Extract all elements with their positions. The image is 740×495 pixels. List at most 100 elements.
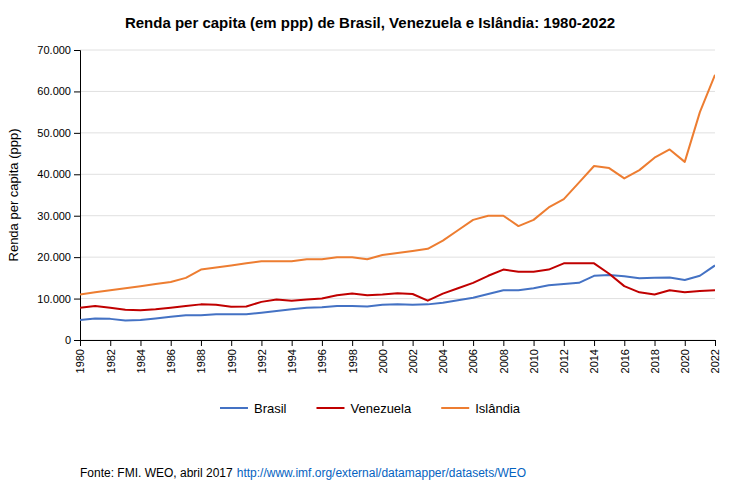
series-line (80, 75, 715, 295)
legend-item: Brasil (220, 401, 287, 416)
y-axis-label: Renda per capita (ppp) (6, 129, 21, 262)
y-tick: 0 (65, 334, 80, 346)
x-tick-label: 1984 (135, 349, 147, 373)
plot: 1980198219841986198819901992199419961998… (6, 44, 721, 373)
y-tick-mark (74, 91, 80, 92)
x-tick-label: 2022 (709, 349, 721, 373)
x-tick-mark (413, 340, 414, 346)
x-tick-label: 2006 (467, 349, 479, 373)
grid-line (80, 257, 715, 258)
x-tick-label: 1986 (165, 349, 177, 373)
x-tick-mark (443, 340, 444, 346)
series-group (80, 75, 715, 321)
legend-label: Islândia (475, 401, 521, 416)
axis-domain (74, 51, 81, 341)
x-tick-mark (564, 340, 565, 346)
axis-domain (81, 341, 716, 347)
source-link[interactable]: http://www.imf.org/external/datamapper/d… (237, 466, 526, 480)
y-tick: 50.000 (37, 127, 80, 139)
x-tick: 1988 (195, 340, 207, 373)
legend: BrasilVenezuelaIslândia (220, 401, 521, 416)
series-line (80, 263, 715, 310)
x-tick: 2010 (528, 340, 540, 373)
x-tick-label: 2004 (437, 349, 449, 373)
x-tick-mark (715, 340, 716, 346)
x-tick-mark (685, 340, 686, 346)
y-tick-label: 20.000 (37, 251, 71, 263)
x-tick: 2016 (619, 340, 631, 373)
source-text: Fonte: FMI. WEO, abril 2017 (80, 466, 233, 480)
x-tick-label: 2016 (619, 349, 631, 373)
x-tick: 1998 (346, 340, 358, 373)
y-tick-mark (74, 216, 80, 217)
x-tick-mark (594, 340, 595, 346)
grid-line (80, 298, 715, 299)
legend-swatch (441, 407, 469, 409)
x-tick-label: 2020 (679, 349, 691, 373)
x-tick-label: 2014 (588, 349, 600, 373)
x-tick: 2002 (407, 340, 419, 373)
y-axis: 0 10.000 20.000 30.000 40.000 50.000 60.000 70.… (37, 44, 80, 346)
x-tick: 2000 (377, 340, 389, 373)
x-tick-label: 1980 (74, 349, 86, 373)
y-tick: 20.000 (37, 251, 80, 263)
legend-swatch (316, 407, 344, 409)
x-tick-label: 2012 (558, 349, 570, 373)
y-tick-label: 30.000 (37, 210, 71, 222)
grid-line (80, 215, 715, 216)
x-tick: 1992 (256, 340, 268, 373)
x-axis: 1980198219841986198819901992199419961998… (74, 340, 721, 373)
y-tick-mark (74, 257, 80, 258)
source-url[interactable]: http://www.imf.org/external/datamapper/d… (237, 466, 526, 480)
x-tick: 2008 (498, 340, 510, 373)
x-tick: 1986 (165, 340, 177, 373)
y-tick-mark (74, 50, 80, 51)
x-tick-label: 1982 (105, 349, 117, 373)
x-tick: 1984 (135, 340, 147, 373)
grid-line (80, 50, 715, 51)
legend-swatch (220, 407, 248, 409)
title: Renda per capita (em ppp) de Brasil, Ven… (125, 14, 615, 31)
y-tick-mark (74, 340, 80, 341)
x-tick-label: 1992 (256, 349, 268, 373)
x-tick: 2022 (709, 340, 721, 373)
x-tick-label: 2018 (649, 349, 661, 373)
x-tick-mark (655, 340, 656, 346)
y-tick-label: 40.000 (37, 168, 71, 180)
x-tick-mark (473, 340, 474, 346)
x-tick-label: 1998 (346, 349, 358, 373)
x-tick-label: 2008 (498, 349, 510, 373)
x-tick-mark (140, 340, 141, 346)
x-tick-mark (534, 340, 535, 346)
x-tick: 1994 (286, 340, 298, 373)
y-tick-mark (74, 174, 80, 175)
y-tick-label: 70.000 (37, 44, 71, 56)
y-tick: 30.000 (37, 210, 80, 222)
x-tick: 2018 (649, 340, 661, 373)
x-tick: 1982 (105, 340, 117, 373)
x-tick-mark (261, 340, 262, 346)
grid-line (80, 132, 715, 133)
x-tick-mark (201, 340, 202, 346)
y-tick-label: 60.000 (37, 85, 71, 97)
y-tick: 60.000 (37, 85, 80, 97)
x-tick: 1980 (74, 340, 86, 373)
legend-label: Brasil (254, 401, 287, 416)
y-tick: 10.000 (37, 293, 80, 305)
x-tick-mark (171, 340, 172, 346)
y-tick-mark (74, 299, 80, 300)
x-tick-mark (231, 340, 232, 346)
x-tick-mark (382, 340, 383, 346)
x-tick-mark (322, 340, 323, 346)
x-tick-label: 2000 (377, 349, 389, 373)
y-tick-label: 0 (65, 334, 71, 346)
y-tick: 40.000 (37, 168, 80, 180)
x-tick-label: 2010 (528, 349, 540, 373)
x-tick-mark (624, 340, 625, 346)
x-tick-mark (503, 340, 504, 346)
grid-line (80, 91, 715, 92)
x-tick: 2006 (467, 340, 479, 373)
x-tick: 2012 (558, 340, 570, 373)
x-tick: 2014 (588, 340, 600, 373)
x-tick: 1990 (226, 340, 238, 373)
